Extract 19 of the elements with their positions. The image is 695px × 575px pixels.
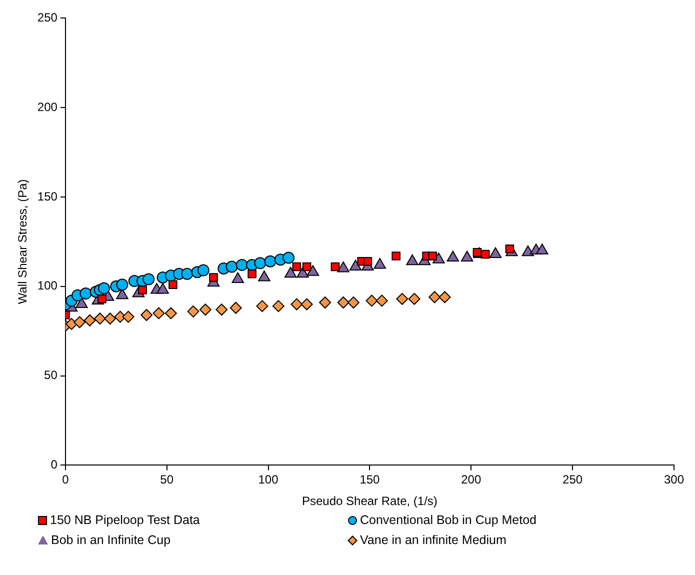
x-tick-label: 150 xyxy=(360,472,380,487)
legend-label: Vane in an infinite Medium xyxy=(360,533,506,547)
x-tick-label: 100 xyxy=(258,472,279,487)
y-tick-label: 50 xyxy=(44,368,58,382)
legend-label: 150 NB Pipeloop Test Data xyxy=(50,513,200,527)
y-tick-label: 200 xyxy=(37,100,58,114)
y-axis-title: Wall Shear Stress, (Pa) xyxy=(16,179,30,304)
x-tick-label: 250 xyxy=(562,472,583,487)
y-tick-label: 0 xyxy=(50,458,58,472)
y-tick-label: 150 xyxy=(37,189,58,204)
legend-label: Bob in an Infinite Cup xyxy=(51,533,171,547)
y-tick-label: 100 xyxy=(37,278,58,293)
x-axis-title: Pseudo Shear Rate, (1/s) xyxy=(302,494,438,508)
x-tick-label: 300 xyxy=(664,472,684,487)
x-tick-label: 0 xyxy=(62,472,70,487)
legend-label: Conventional Bob in Cup Metod xyxy=(360,513,537,527)
x-tick-label: 50 xyxy=(160,472,174,487)
y-tick-label: 250 xyxy=(37,10,58,25)
x-tick-label: 200 xyxy=(461,472,482,487)
